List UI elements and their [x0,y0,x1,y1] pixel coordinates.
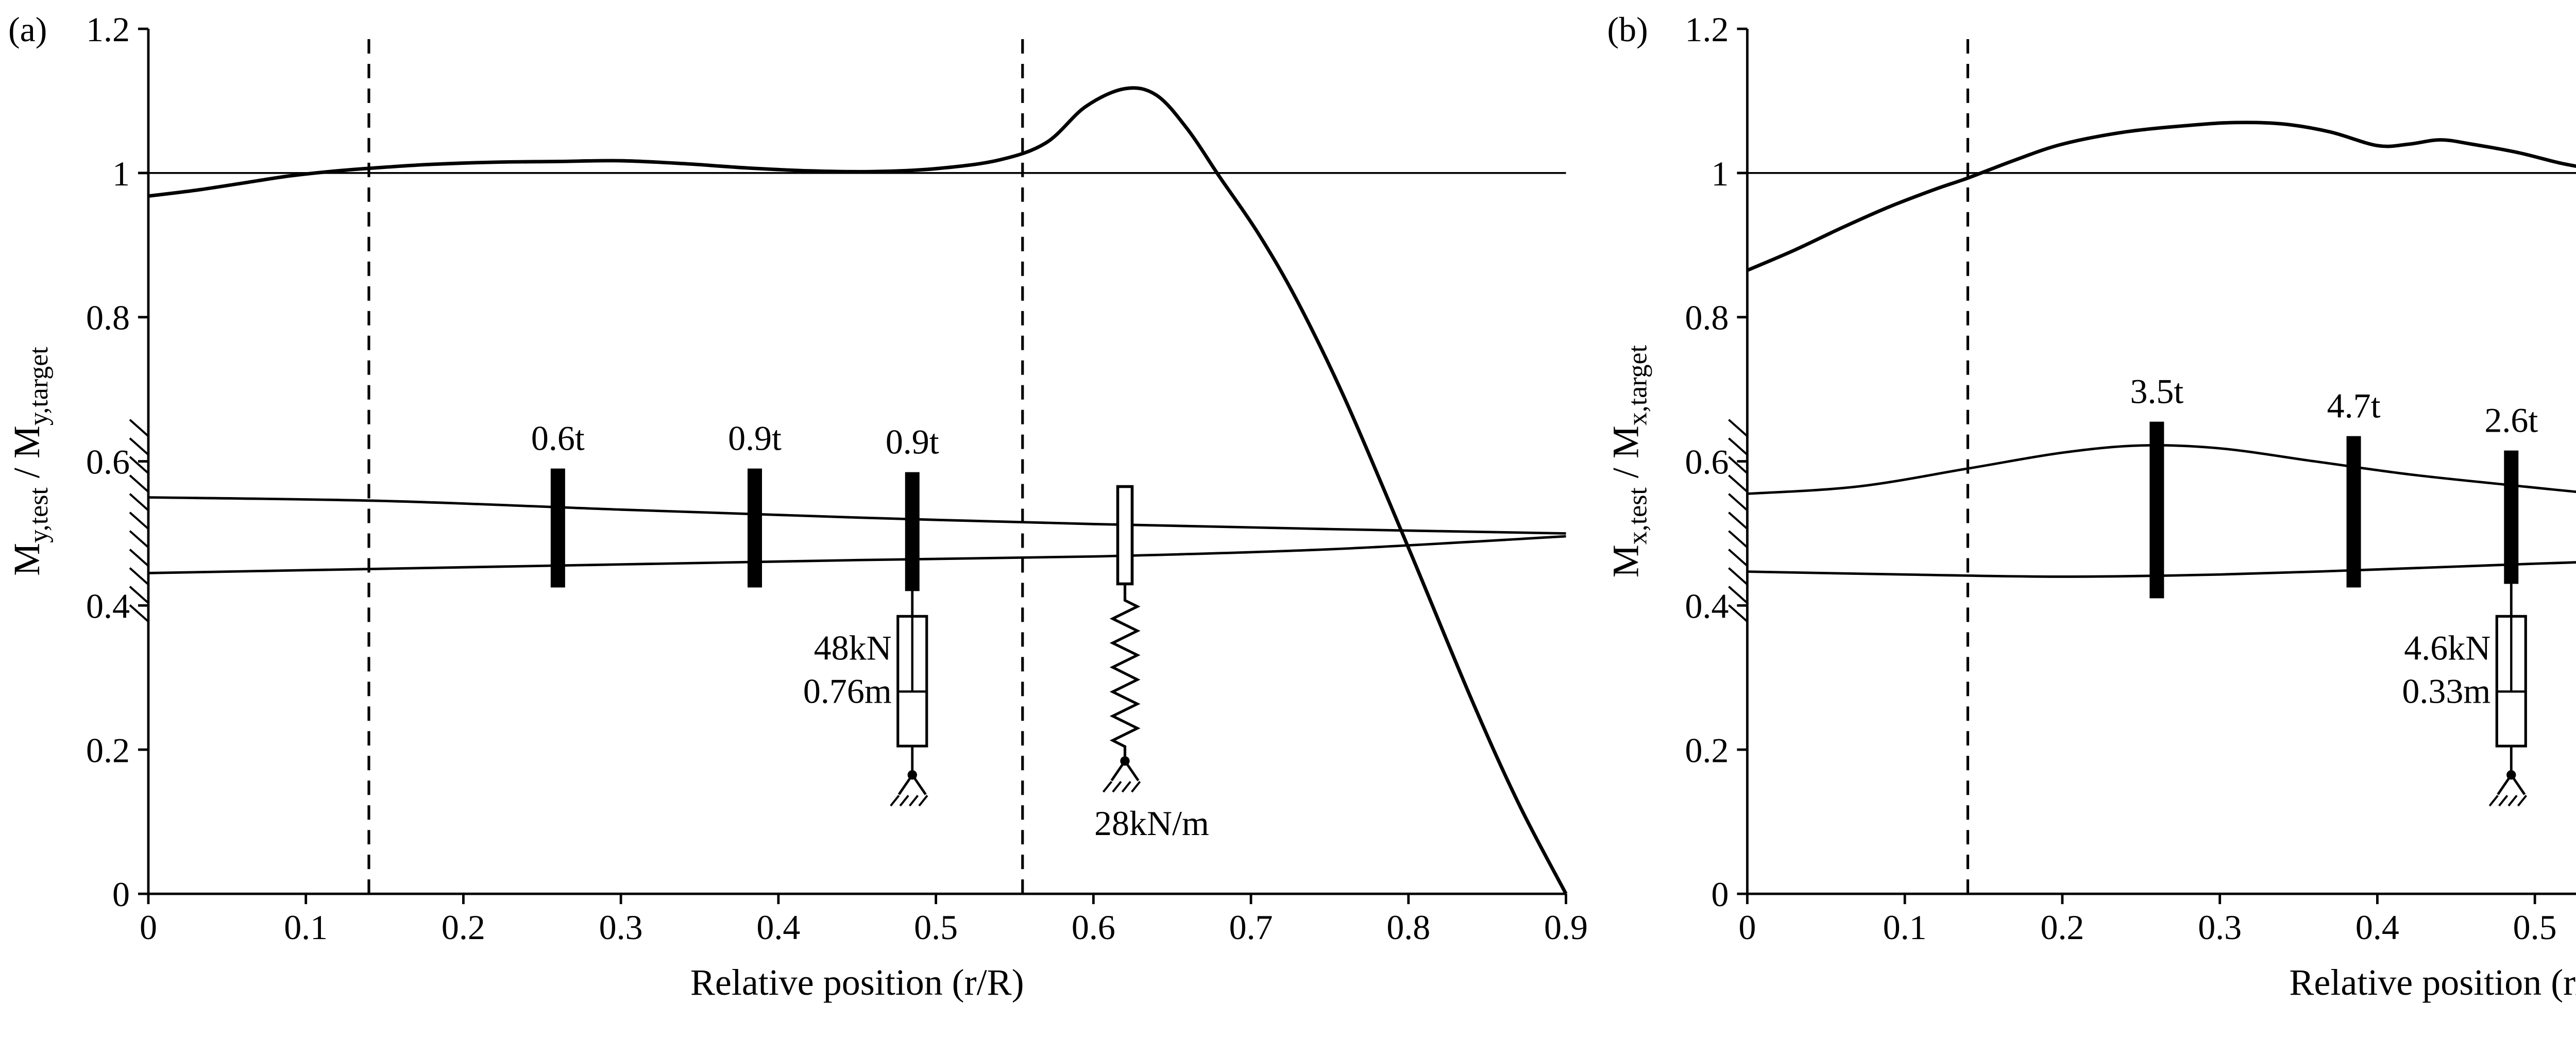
spring-ground-hatch-icon [1102,780,1141,793]
blade-outline-bottom [148,535,1566,574]
y-tick-label: 0.2 [1685,730,1729,770]
actuator-ground-legs [2497,774,2526,795]
y-tick-label: 0.6 [86,443,130,482]
mass-bar [2346,436,2361,588]
x-axis-title: Relative position (r/R) [2289,962,2576,1003]
y-tick-label: 0 [1711,875,1729,914]
x-tick-label: 0.8 [1386,908,1430,947]
actuator-stroke-label: 0.76m [803,671,892,710]
spring-rate-label: 28kN/m [1094,804,1209,843]
y-axis-title: Mx,test / Mx,target [1605,345,1653,577]
x-tick-label: 0.5 [2513,908,2557,947]
x-tick-label: 0.7 [1229,908,1273,947]
spring-attachment-bar [1116,485,1134,586]
y-tick-label: 1 [1711,154,1729,193]
mass-bar [2504,450,2519,584]
x-tick-label: 0.2 [442,908,485,947]
actuator-force-label: 4.6kN [2404,628,2490,667]
x-tick-label: 0 [140,908,157,947]
spring-ground-legs [1110,760,1140,781]
mass-label: 4.7t [2327,386,2381,426]
y-tick-label: 0.4 [86,586,130,625]
mass-bar [550,468,565,588]
x-tick-label: 0.1 [284,908,328,947]
mass-bar [905,472,920,591]
x-tick-label: 0.5 [914,908,958,947]
spring-coil-icon [1109,584,1141,761]
blade-outline-top [148,496,1566,535]
y-tick-label: 0.8 [1685,298,1729,337]
y-tick-label: 1.2 [1685,10,1729,49]
panel-a: 0.6t 0.9t 0.9t 48kN 0.76m 28kN/m 0 0.2 0.4 0.6 0.8… [0,0,1599,1038]
x-tick-label: 0.9 [1544,908,1588,947]
x-tick-label: 0.1 [1883,908,1927,947]
mass-bar [748,468,762,588]
x-tick-label: 0.4 [756,908,800,947]
y-axis-title: My,test / My,target [6,347,54,576]
x-tick-label: 0.3 [2198,908,2242,947]
blade-outline-bottom [1747,561,2576,578]
x-tick-label: 0.3 [599,908,643,947]
actuator-ground-legs [897,774,927,795]
chart-b-edgewise-moment-ratio: 3.5t4.7t2.6t80 kg4.6kN0.33m26kN/m00.20.4… [1599,0,2576,1038]
x-tick-label: 0 [1738,908,1756,947]
y-tick-label: 0.6 [1685,443,1729,482]
actuator-stroke-label: 0.33m [2402,671,2490,710]
y-tick-label: 0.8 [86,298,130,337]
y-tick-label: 1.2 [86,10,130,49]
blade-outline-top [1747,444,2576,495]
mass-label: 3.5t [2130,372,2183,411]
mass-bar [2149,421,2164,599]
support-hatch-icon [129,419,149,623]
y-tick-label: 1 [112,154,130,193]
x-tick-label: 0.6 [1072,908,1115,947]
x-tick-label: 0.4 [2355,908,2399,947]
y-tick-label: 0 [112,875,130,914]
panel-b: 3.5t4.7t2.6t80 kg4.6kN0.33m26kN/m00.20.4… [1599,0,2576,1038]
panel-label: (a) [8,10,47,49]
y-tick-label: 0.2 [86,730,130,770]
ratio-curve [148,86,1568,895]
mass-label: 0.6t [531,419,585,458]
support-hatch-icon [1728,419,1748,623]
y-tick-label: 0.4 [1685,586,1729,625]
x-tick-label: 0.2 [2040,908,2084,947]
mass-label: 0.9t [728,419,782,458]
actuator-ground-hatch-icon [2488,794,2528,807]
chart-background [0,0,1599,1038]
x-axis-title: Relative position (r/R) [690,962,1024,1003]
chart-background [1599,0,2576,1038]
chart-a-flapwise-moment-ratio: 0.6t 0.9t 0.9t 48kN 0.76m 28kN/m 0 0.2 0.4 0.6 0.8… [0,0,1599,1038]
actuator-force-label: 48kN [814,628,892,667]
ratio-curve [1747,121,2576,272]
mass-label: 2.6t [2484,401,2538,440]
mass-label: 0.9t [886,422,939,462]
actuator-ground-hatch-icon [890,794,928,807]
panel-label: (b) [1607,10,1648,49]
